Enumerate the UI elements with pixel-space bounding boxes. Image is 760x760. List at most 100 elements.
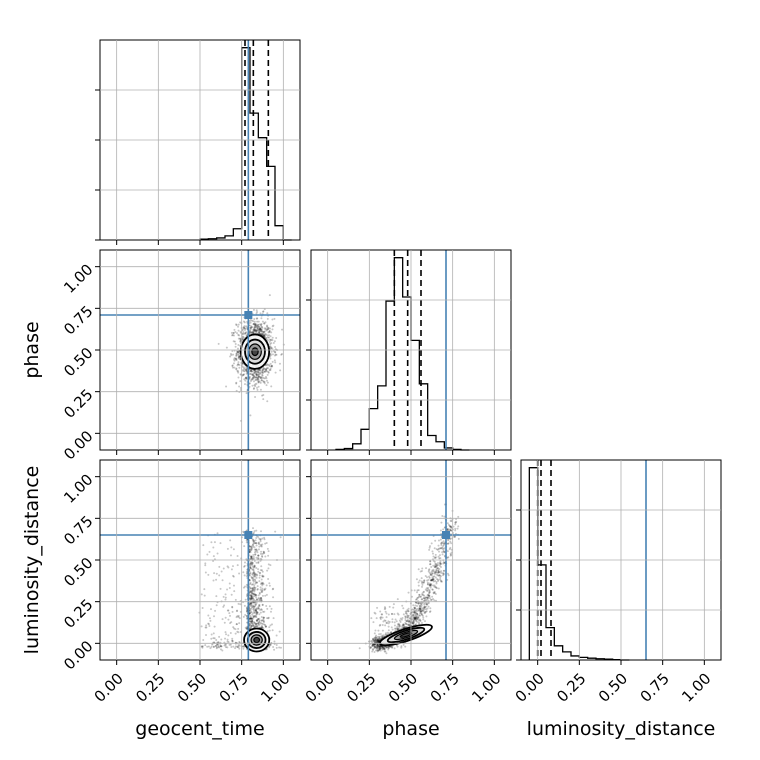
sample-point xyxy=(220,638,223,641)
sample-point xyxy=(418,609,421,612)
sample-point xyxy=(251,331,254,334)
sample-point xyxy=(415,618,418,621)
sample-point xyxy=(413,610,416,613)
sample-point xyxy=(430,574,433,577)
sample-point xyxy=(377,646,380,649)
sample-point xyxy=(402,613,405,616)
sample-point xyxy=(255,556,258,559)
sample-point xyxy=(273,648,276,651)
sample-point xyxy=(220,645,223,648)
sample-point xyxy=(377,649,380,652)
sample-point xyxy=(262,331,265,334)
sample-point xyxy=(418,609,421,612)
sample-point xyxy=(255,613,258,616)
sample-point xyxy=(253,573,256,576)
sample-point xyxy=(405,622,408,625)
sample-point xyxy=(418,601,421,604)
sample-point xyxy=(263,616,266,619)
sample-point xyxy=(272,617,275,620)
sample-point xyxy=(250,595,253,598)
sample-point xyxy=(414,612,417,615)
sample-point xyxy=(251,592,254,595)
sample-point xyxy=(218,565,221,568)
sample-point xyxy=(232,362,235,365)
sample-point xyxy=(272,646,275,649)
sample-point xyxy=(251,568,254,571)
sample-point xyxy=(259,552,262,555)
sample-point xyxy=(435,569,438,572)
sample-point xyxy=(262,583,265,586)
sample-point xyxy=(440,580,443,583)
sample-point xyxy=(387,629,390,632)
sample-point xyxy=(381,647,384,650)
sample-point xyxy=(443,569,446,572)
sample-point xyxy=(278,630,281,633)
sample-point xyxy=(210,645,213,648)
sample-point xyxy=(262,332,265,335)
sample-point xyxy=(264,625,267,628)
sample-point xyxy=(248,579,251,582)
sample-point xyxy=(209,619,212,622)
sample-point xyxy=(252,583,255,586)
sample-point xyxy=(423,612,426,615)
sample-point xyxy=(406,614,409,617)
sample-point xyxy=(390,645,393,648)
sample-point xyxy=(255,331,258,334)
sample-point xyxy=(257,617,260,620)
sample-point xyxy=(249,571,252,574)
sample-point xyxy=(254,603,257,606)
sample-point xyxy=(425,589,428,592)
sample-point xyxy=(443,551,446,554)
sample-point xyxy=(412,619,415,622)
sample-point xyxy=(396,625,399,628)
sample-point xyxy=(432,570,435,573)
sample-point xyxy=(393,621,396,624)
sample-point xyxy=(261,373,264,376)
sample-point xyxy=(254,553,257,556)
sample-point xyxy=(253,588,256,591)
sample-point xyxy=(387,646,390,649)
sample-point xyxy=(417,601,420,604)
sample-point xyxy=(427,569,430,572)
sample-point xyxy=(241,333,244,336)
histogram-panel-luminosity_distance xyxy=(516,459,722,665)
sample-point xyxy=(244,379,247,382)
sample-point xyxy=(264,321,267,324)
sample-point xyxy=(258,576,261,579)
sample-point xyxy=(201,646,204,649)
sample-point xyxy=(245,541,248,544)
sample-point xyxy=(380,645,383,648)
sample-point xyxy=(261,553,264,556)
sample-point xyxy=(252,374,255,377)
sample-point xyxy=(252,538,255,541)
sample-point xyxy=(244,368,247,371)
sample-point xyxy=(408,624,411,627)
sample-point xyxy=(261,569,264,572)
sample-point xyxy=(432,591,435,594)
sample-point xyxy=(255,594,258,597)
sample-point xyxy=(254,330,257,333)
y-tick-label: 0.75 xyxy=(60,302,96,338)
sample-point xyxy=(233,359,236,362)
sample-point xyxy=(260,619,263,622)
sample-point xyxy=(439,575,442,578)
sample-point xyxy=(236,555,239,558)
y-tick-label: 1.00 xyxy=(60,470,96,506)
sample-point xyxy=(249,330,252,333)
sample-point xyxy=(419,610,422,613)
sample-point xyxy=(257,374,260,377)
sample-point xyxy=(256,371,259,374)
sample-point xyxy=(376,645,379,648)
sample-point xyxy=(432,592,435,595)
sample-point xyxy=(251,378,254,381)
sample-point xyxy=(374,636,377,639)
sample-point xyxy=(242,338,245,341)
sample-point xyxy=(255,329,258,332)
sample-point xyxy=(212,579,215,582)
sample-point xyxy=(256,551,259,554)
sample-point xyxy=(378,646,381,649)
sample-point xyxy=(243,370,246,373)
sample-point xyxy=(251,613,254,616)
sample-point xyxy=(261,330,264,333)
sample-point xyxy=(231,637,234,640)
